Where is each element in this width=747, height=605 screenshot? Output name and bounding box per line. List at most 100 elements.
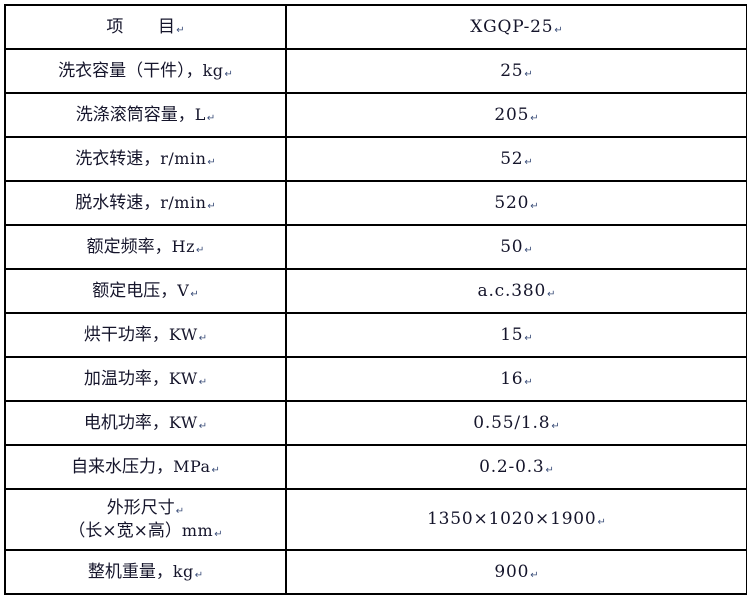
- paragraph-mark-icon: ↵: [207, 200, 216, 212]
- table-cell-value: 0.2-0.3↵: [285, 444, 747, 490]
- paragraph-mark-icon: ↵: [524, 376, 533, 388]
- item-label-cn: 加温功率，: [83, 368, 169, 389]
- item-label-cn: 洗衣转速，: [75, 148, 161, 169]
- item-label-unit: L: [194, 104, 206, 124]
- paragraph-mark-icon: ↵: [176, 24, 185, 36]
- value-label: 520: [494, 192, 530, 213]
- item-label-cn: 脱水转速，: [75, 192, 161, 213]
- paragraph-mark-icon: ↵: [554, 24, 563, 36]
- table-cell-item: 洗衣容量（干件），kg↵: [4, 48, 287, 94]
- value-label: 0.55/1.8: [473, 412, 551, 433]
- table-cell-item: 自来水压力，MPa↵: [4, 444, 287, 490]
- table-cell-item: 额定电压，V↵: [4, 268, 287, 314]
- table-cell-value: 50↵: [285, 224, 747, 270]
- paragraph-mark-icon: ↵: [198, 420, 208, 432]
- table-row: 加温功率，KW↵ 16↵: [4, 356, 747, 402]
- paragraph-mark-icon: ↵: [524, 156, 533, 168]
- value-label: 0.2-0.3: [479, 456, 545, 477]
- item-label-cn: 自来水压力，: [71, 456, 174, 477]
- item-label-unit: KW: [168, 368, 198, 388]
- item-label-unit: kg: [172, 561, 194, 581]
- value-label: XGQP-25: [470, 16, 554, 37]
- table-cell-item: 加温功率，KW↵: [4, 356, 287, 402]
- value-label: 15: [500, 324, 524, 345]
- value-label: 900: [494, 561, 530, 582]
- paragraph-mark-icon: ↵: [545, 464, 554, 476]
- table-cell-item: 额定频率，Hz↵: [4, 224, 287, 270]
- paragraph-mark-icon: ↵: [530, 569, 539, 581]
- table-cell-item: 烘干功率，KW↵: [4, 312, 287, 358]
- table-row: 洗衣转速，r/min↵ 52↵: [4, 136, 747, 182]
- paragraph-mark-icon: ↵: [214, 528, 223, 540]
- table-cell-value: 205↵: [285, 92, 747, 138]
- table-cell-item: 外形尺寸↵ （长×宽×高）mm↵: [4, 488, 287, 551]
- item-label-cn-2: （长×宽×高）: [68, 520, 182, 541]
- paragraph-mark-icon: ↵: [524, 332, 533, 344]
- dimensions-label-line1: 外形尺寸↵: [6, 497, 285, 519]
- table-cell-value: 52↵: [285, 136, 747, 182]
- paragraph-mark-icon: ↵: [524, 68, 533, 80]
- item-label-unit: V: [177, 280, 190, 300]
- table-cell-value: 25↵: [285, 48, 747, 94]
- paragraph-mark-icon: ↵: [194, 569, 204, 581]
- table-row: 洗涤滚筒容量，L↵ 205↵: [4, 92, 747, 138]
- table-cell-value-header: XGQP-25↵: [285, 4, 747, 50]
- paragraph-mark-icon: ↵: [207, 156, 216, 168]
- table-row: 脱水转速，r/min↵ 520↵: [4, 180, 747, 226]
- value-label: a.c.380: [477, 280, 547, 301]
- item-label: 项 目: [106, 16, 176, 37]
- value-label: 25: [500, 60, 524, 81]
- table-cell-item: 洗涤滚筒容量，L↵: [4, 92, 287, 138]
- dimensions-label-line2: （长×宽×高）mm↵: [6, 520, 285, 542]
- table-row-header: 项 目↵ XGQP-25↵: [4, 4, 747, 50]
- paragraph-mark-icon: ↵: [175, 506, 185, 518]
- paragraph-mark-icon: ↵: [224, 68, 233, 80]
- paragraph-mark-icon: ↵: [211, 464, 220, 476]
- paragraph-mark-icon: ↵: [530, 112, 539, 124]
- paragraph-mark-icon: ↵: [547, 288, 556, 300]
- table-cell-item: 洗衣转速，r/min↵: [4, 136, 287, 182]
- table-row: 烘干功率，KW↵ 15↵: [4, 312, 747, 358]
- table-row: 电机功率，KW↵ 0.55/1.8↵: [4, 400, 747, 446]
- table-cell-value: 0.55/1.8↵: [285, 400, 747, 446]
- item-label-cn: 外形尺寸: [106, 498, 175, 519]
- table-row: 整机重量，kg↵ 900↵: [4, 549, 747, 595]
- value-label: 52: [500, 148, 524, 169]
- value-label: 16: [500, 368, 524, 389]
- specification-table: 项 目↵ XGQP-25↵ 洗衣容量（干件），kg↵ 25↵ 洗涤滚筒容量，L↵: [4, 4, 747, 595]
- item-label-unit: mm: [181, 520, 214, 540]
- item-label-cn: 整机重量，: [87, 561, 173, 582]
- table-cell-item: 整机重量，kg↵: [4, 549, 287, 595]
- value-label: 1350×1020×1900: [427, 509, 597, 530]
- table-cell-value: 520↵: [285, 180, 747, 226]
- table-row-dimensions: 外形尺寸↵ （长×宽×高）mm↵ 1350×1020×1900↵: [4, 488, 747, 551]
- table-cell-value: 900↵: [285, 549, 747, 595]
- table-body: 项 目↵ XGQP-25↵ 洗衣容量（干件），kg↵ 25↵ 洗涤滚筒容量，L↵: [4, 4, 747, 595]
- paragraph-mark-icon: ↵: [206, 112, 216, 124]
- item-label-cn: 额定频率，: [86, 236, 172, 257]
- item-label-cn: 电机功率，: [83, 412, 169, 433]
- item-label-unit: r/min: [160, 192, 207, 212]
- table-cell-value: 15↵: [285, 312, 747, 358]
- item-label-cn: 洗涤滚筒容量，: [75, 104, 195, 125]
- value-label: 50: [500, 236, 524, 257]
- table-row: 自来水压力，MPa↵ 0.2-0.3↵: [4, 444, 747, 490]
- table-cell-value: 1350×1020×1900↵: [285, 488, 747, 551]
- item-label-unit: Hz: [171, 236, 195, 256]
- table-row: 额定电压，V↵ a.c.380↵: [4, 268, 747, 314]
- item-label-unit: KW: [168, 324, 198, 344]
- table-cell-value: a.c.380↵: [285, 268, 747, 314]
- paragraph-mark-icon: ↵: [198, 376, 208, 388]
- item-label-unit: r/min: [160, 148, 207, 168]
- paragraph-mark-icon: ↵: [196, 244, 205, 256]
- table-row: 额定频率，Hz↵ 50↵: [4, 224, 747, 270]
- item-label-unit: kg: [202, 60, 224, 80]
- paragraph-mark-icon: ↵: [551, 420, 560, 432]
- paragraph-mark-icon: ↵: [524, 244, 533, 256]
- table-cell-value: 16↵: [285, 356, 747, 402]
- specification-table-container: 项 目↵ XGQP-25↵ 洗衣容量（干件），kg↵ 25↵ 洗涤滚筒容量，L↵: [4, 4, 747, 595]
- paragraph-mark-icon: ↵: [198, 332, 208, 344]
- item-label-unit: MPa: [173, 456, 211, 476]
- item-label-cn: 额定电压，: [92, 280, 178, 301]
- table-cell-item: 脱水转速，r/min↵: [4, 180, 287, 226]
